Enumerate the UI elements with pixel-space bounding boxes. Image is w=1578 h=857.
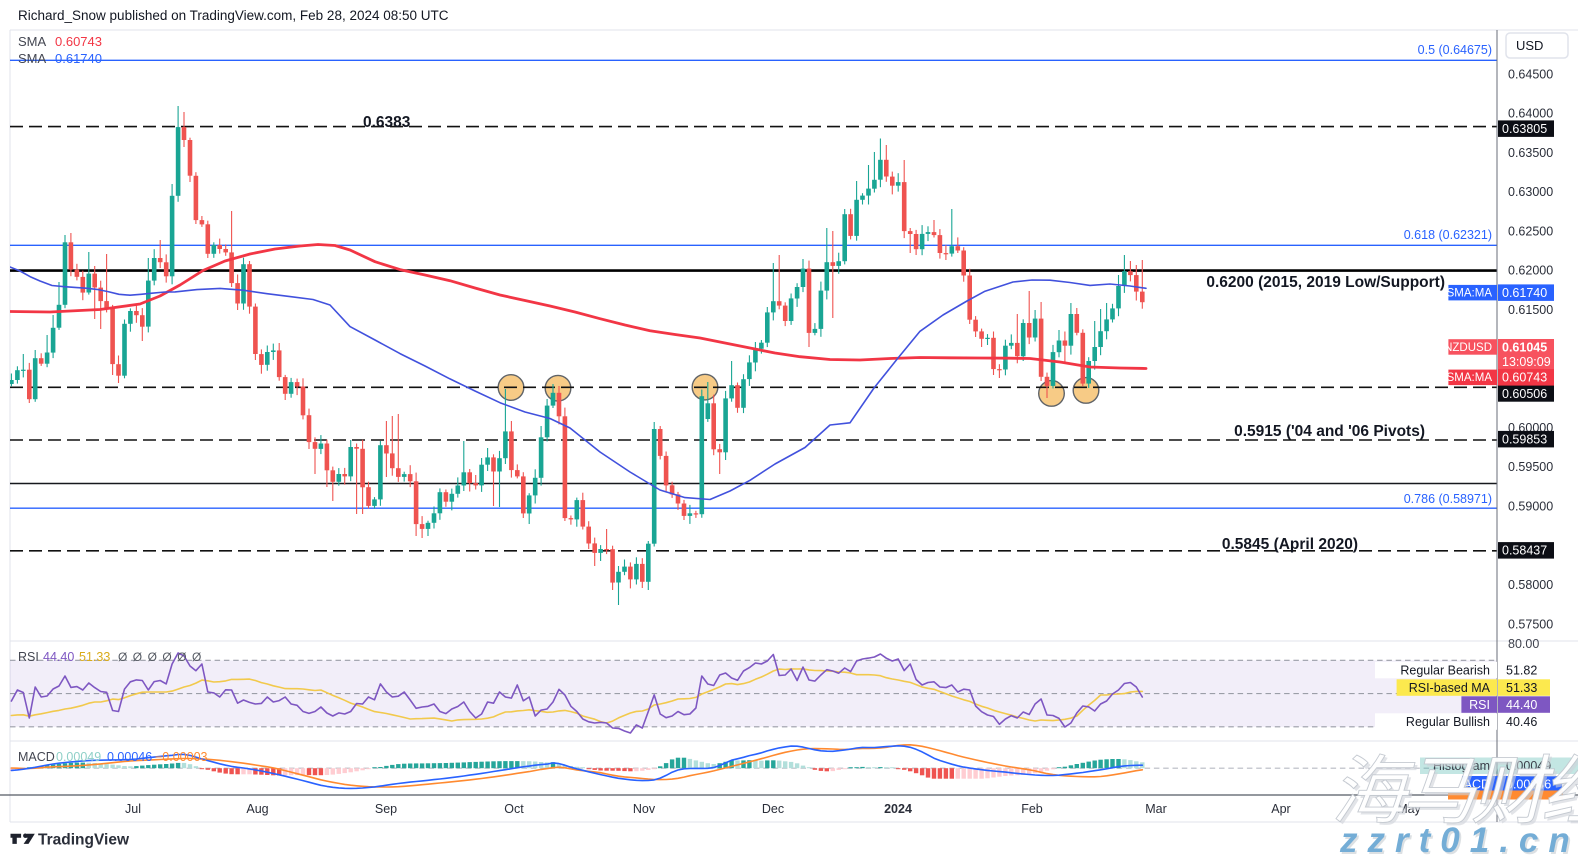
svg-text:Histogram: Histogram xyxy=(1433,759,1490,773)
svg-text:Richard_Snow published on Trad: Richard_Snow published on TradingView.co… xyxy=(18,8,449,23)
svg-text:0.00049: 0.00049 xyxy=(56,750,101,764)
svg-text:0.59853: 0.59853 xyxy=(1502,432,1547,446)
svg-text:MACD: MACD xyxy=(1453,778,1490,792)
svg-text:0.57500: 0.57500 xyxy=(1508,617,1553,631)
svg-text:zzrt01.cn: zzrt01.cn xyxy=(1339,821,1578,857)
svg-text:0.63805: 0.63805 xyxy=(1502,122,1547,136)
svg-text:0.5 (0.64675): 0.5 (0.64675) xyxy=(1418,43,1492,57)
svg-text:Apr: Apr xyxy=(1271,802,1290,816)
svg-text:RSI: RSI xyxy=(18,650,39,664)
svg-text:Ø: Ø xyxy=(192,650,201,664)
svg-text:51.82: 51.82 xyxy=(1506,663,1537,677)
svg-text:0.58000: 0.58000 xyxy=(1508,578,1553,592)
svg-text:0.6383: 0.6383 xyxy=(363,114,411,131)
svg-text:0.64000: 0.64000 xyxy=(1508,107,1553,121)
svg-text:Sep: Sep xyxy=(375,802,397,816)
svg-text:MACD: MACD xyxy=(18,750,55,764)
svg-text:zzrt01.cn: zzrt01.cn xyxy=(1341,823,1578,857)
svg-text:Aug: Aug xyxy=(246,802,268,816)
svg-text:0.61740: 0.61740 xyxy=(1502,286,1547,300)
svg-text:0.618 (0.62321): 0.618 (0.62321) xyxy=(1404,228,1492,242)
svg-text:0.60506: 0.60506 xyxy=(1502,387,1547,401)
svg-text:0.63500: 0.63500 xyxy=(1508,146,1553,160)
svg-text:0.00046: 0.00046 xyxy=(1506,778,1551,792)
svg-text:RSI-based MA: RSI-based MA xyxy=(1409,681,1491,695)
svg-text:0.60743: 0.60743 xyxy=(55,34,102,49)
svg-text:0.60743: 0.60743 xyxy=(1502,371,1547,385)
svg-text:0.61045: 0.61045 xyxy=(1502,341,1547,355)
svg-text:0.59500: 0.59500 xyxy=(1508,460,1553,474)
svg-text:0.00046: 0.00046 xyxy=(107,750,152,764)
svg-text:Ø: Ø xyxy=(162,650,171,664)
svg-text:−0.00003: −0.00003 xyxy=(155,750,208,764)
svg-text:SMA: SMA xyxy=(18,34,47,49)
svg-text:海马财经: 海马财经 xyxy=(1331,749,1578,833)
svg-text:SMA:MA: SMA:MA xyxy=(1447,372,1493,384)
svg-text:TradingView: TradingView xyxy=(38,832,130,849)
svg-text:0.6200 (2015, 2019 Low/Support: 0.6200 (2015, 2019 Low/Support) xyxy=(1206,274,1445,291)
svg-text:44.40: 44.40 xyxy=(43,650,74,664)
svg-text:51.33: 51.33 xyxy=(1506,681,1537,695)
svg-text:80.00: 80.00 xyxy=(1508,637,1539,651)
svg-text:USD: USD xyxy=(1516,38,1543,53)
svg-text:0.61740: 0.61740 xyxy=(55,51,102,66)
svg-text:Regular Bearish: Regular Bearish xyxy=(1400,663,1490,677)
svg-text:0.62000: 0.62000 xyxy=(1508,264,1553,278)
svg-text:0.5915 ('04 and '06 Pivots): 0.5915 ('04 and '06 Pivots) xyxy=(1234,423,1425,440)
svg-text:44.40: 44.40 xyxy=(1506,698,1537,712)
svg-text:13:09:09: 13:09:09 xyxy=(1502,355,1551,369)
svg-text:0.63000: 0.63000 xyxy=(1508,185,1553,199)
svg-text:0.00049: 0.00049 xyxy=(1506,759,1551,773)
svg-text:0.61500: 0.61500 xyxy=(1508,303,1553,317)
svg-text:0.59000: 0.59000 xyxy=(1508,499,1553,513)
svg-text:51.33: 51.33 xyxy=(79,650,110,664)
svg-text:0.62500: 0.62500 xyxy=(1508,224,1553,238)
svg-text:0.786 (0.58971): 0.786 (0.58971) xyxy=(1404,492,1492,506)
svg-text:Nov: Nov xyxy=(633,802,656,816)
svg-text:0.58437: 0.58437 xyxy=(1502,544,1547,558)
svg-text:SMA: SMA xyxy=(18,51,47,66)
svg-text:RSI: RSI xyxy=(1469,698,1490,712)
svg-text:2024: 2024 xyxy=(884,802,912,816)
svg-text:May: May xyxy=(1397,802,1421,816)
svg-text:Dec: Dec xyxy=(762,802,784,816)
svg-text:Oct: Oct xyxy=(504,802,524,816)
svg-text:Ø: Ø xyxy=(118,650,127,664)
svg-text:NZDUSD: NZDUSD xyxy=(1444,342,1492,354)
svg-text:0.64500: 0.64500 xyxy=(1508,67,1553,81)
svg-text:Mar: Mar xyxy=(1145,802,1167,816)
svg-text:海马财经: 海马财经 xyxy=(1334,752,1578,836)
svg-text:0.5845 (April 2020): 0.5845 (April 2020) xyxy=(1222,536,1358,553)
svg-text:Regular Bullish: Regular Bullish xyxy=(1406,715,1490,729)
svg-text:Feb: Feb xyxy=(1021,802,1043,816)
svg-text:Ø: Ø xyxy=(177,650,186,664)
svg-text:40.46: 40.46 xyxy=(1506,715,1537,729)
svg-text:Ø: Ø xyxy=(133,650,142,664)
svg-text:SMA:MA: SMA:MA xyxy=(1447,288,1493,300)
svg-text:Jul: Jul xyxy=(125,802,141,816)
svg-text:Ø: Ø xyxy=(148,650,157,664)
